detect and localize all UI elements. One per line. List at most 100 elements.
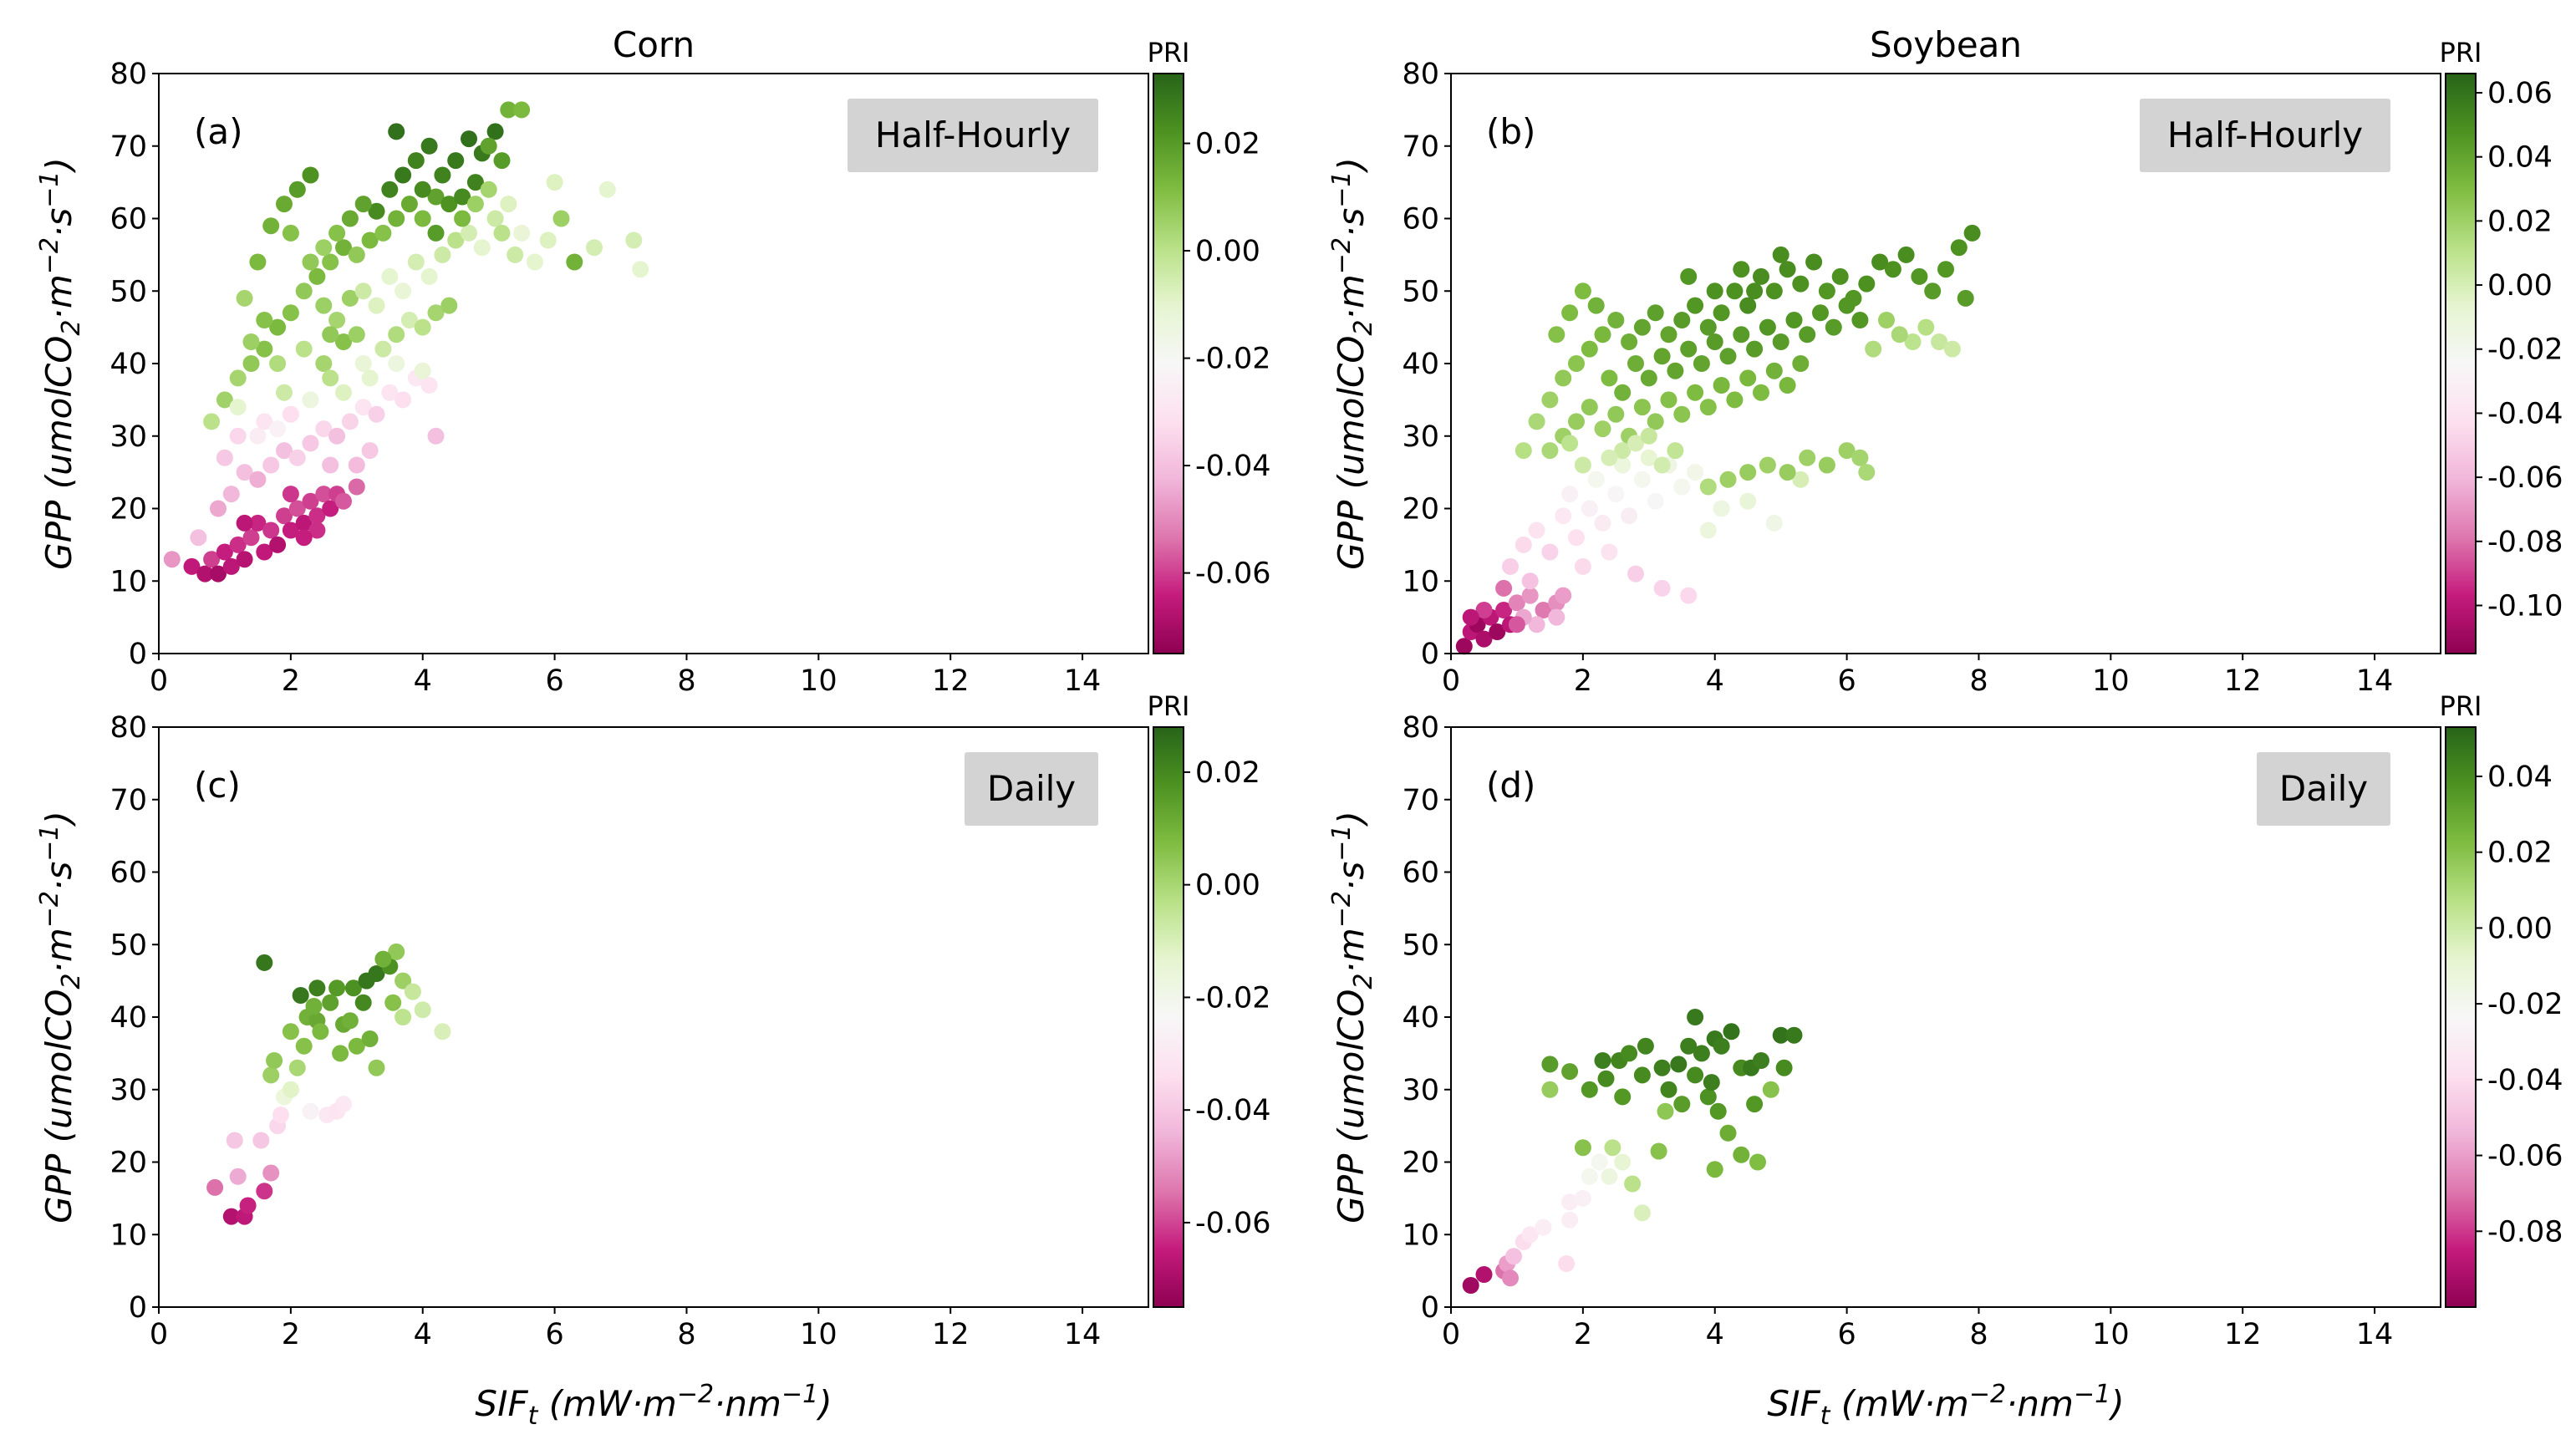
data-point — [1601, 369, 1618, 387]
data-point — [1574, 1189, 1591, 1207]
data-point — [1723, 1023, 1740, 1040]
data-point — [1633, 1204, 1651, 1222]
data-point — [206, 1178, 224, 1196]
data-point — [1581, 500, 1598, 517]
y-tick-label: 40 — [109, 1001, 147, 1035]
data-point — [1957, 289, 1974, 307]
data-point — [1633, 318, 1651, 336]
colorbar-tick-label: -0.06 — [1195, 1207, 1271, 1240]
data-point — [539, 231, 557, 249]
panel-title: Soybean — [1870, 24, 2022, 65]
data-point — [1680, 340, 1698, 358]
data-point — [414, 318, 431, 336]
data-point — [328, 427, 346, 445]
data-point — [1667, 442, 1684, 460]
data-point — [486, 210, 504, 227]
data-point — [1614, 442, 1632, 460]
data-point — [1521, 572, 1539, 590]
data-point — [427, 224, 445, 242]
data-point — [1640, 449, 1657, 466]
data-point — [1495, 579, 1513, 597]
y-tick-label: 10 — [109, 1219, 147, 1252]
data-point — [447, 231, 465, 249]
data-point — [210, 565, 227, 583]
data-point — [1561, 1211, 1579, 1229]
data-point — [1561, 1063, 1579, 1081]
data-point — [381, 181, 399, 198]
y-axis-label: GPP (umolCO2·m−2·s−1) — [35, 157, 86, 570]
colorbar — [1153, 73, 1184, 654]
data-point — [295, 340, 313, 358]
data-point — [322, 456, 339, 474]
data-point — [1871, 253, 1889, 271]
data-point — [1528, 413, 1545, 430]
data-point — [1561, 304, 1579, 322]
data-point — [1455, 638, 1473, 655]
data-point — [256, 954, 273, 971]
colorbar-tick-label: -0.08 — [2487, 1215, 2563, 1249]
colorbar-tick-label: -0.04 — [2487, 397, 2563, 430]
data-point — [1653, 348, 1671, 365]
data-point — [315, 420, 333, 438]
data-point — [269, 318, 287, 336]
data-point — [302, 391, 319, 409]
data-point — [335, 239, 352, 257]
x-tick-label: 14 — [1064, 1318, 1102, 1351]
data-point — [1555, 507, 1572, 525]
colorbar-tick-label: 0.02 — [2487, 837, 2553, 870]
data-point — [269, 355, 287, 372]
data-point — [328, 224, 346, 242]
data-point — [374, 224, 392, 242]
y-tick-label: 30 — [1402, 1074, 1439, 1107]
data-point — [1779, 261, 1796, 278]
badge-box — [848, 99, 1098, 172]
data-point — [1772, 1026, 1789, 1044]
data-point — [1818, 456, 1835, 474]
data-point — [1680, 1037, 1698, 1055]
data-point — [1765, 362, 1783, 379]
data-point — [295, 282, 313, 300]
y-tick-label: 30 — [109, 420, 147, 454]
data-point — [1568, 529, 1585, 547]
data-point — [374, 340, 392, 358]
data-point — [586, 239, 603, 257]
data-point — [1581, 1168, 1598, 1185]
data-point — [1548, 608, 1565, 626]
data-point — [348, 1037, 365, 1055]
data-point — [388, 326, 405, 343]
colorbar-tick-label: -0.08 — [2487, 526, 2563, 559]
data-point — [1581, 1081, 1598, 1098]
x-axis-label: SIFt (mW·m−2·nm−1) — [475, 1380, 832, 1431]
x-tick-label: 10 — [800, 664, 837, 698]
data-point — [288, 500, 306, 517]
data-point — [1726, 282, 1744, 300]
data-point — [1772, 246, 1789, 263]
data-point — [354, 282, 372, 300]
data-point — [374, 950, 392, 968]
data-point — [229, 399, 247, 416]
y-tick-label: 20 — [1402, 1147, 1439, 1180]
data-point — [1535, 1219, 1552, 1236]
data-point — [1670, 1056, 1688, 1073]
data-point — [1792, 355, 1810, 372]
y-tick-label: 80 — [109, 58, 147, 91]
data-point — [203, 551, 221, 568]
data-point — [163, 551, 181, 568]
data-point — [1733, 1146, 1750, 1163]
scatter-points — [1455, 224, 1981, 655]
y-tick-label: 70 — [109, 784, 147, 817]
data-point — [276, 507, 293, 525]
data-point — [276, 384, 293, 401]
data-point — [1621, 1045, 1638, 1062]
x-tick-label: 10 — [2092, 1318, 2130, 1351]
data-point — [1779, 377, 1796, 394]
data-point — [1719, 1124, 1737, 1142]
badge-label: Half-Hourly — [2167, 114, 2363, 155]
data-point — [262, 456, 280, 474]
data-point — [1601, 449, 1618, 466]
panel-a: Corn 0 2 4 6 8 10 12 14 0 10 20 30 40 50 60 70 80 (a) Half-… — [35, 24, 1271, 698]
data-point — [292, 987, 309, 1004]
data-point — [1528, 521, 1545, 539]
data-point — [388, 123, 405, 140]
